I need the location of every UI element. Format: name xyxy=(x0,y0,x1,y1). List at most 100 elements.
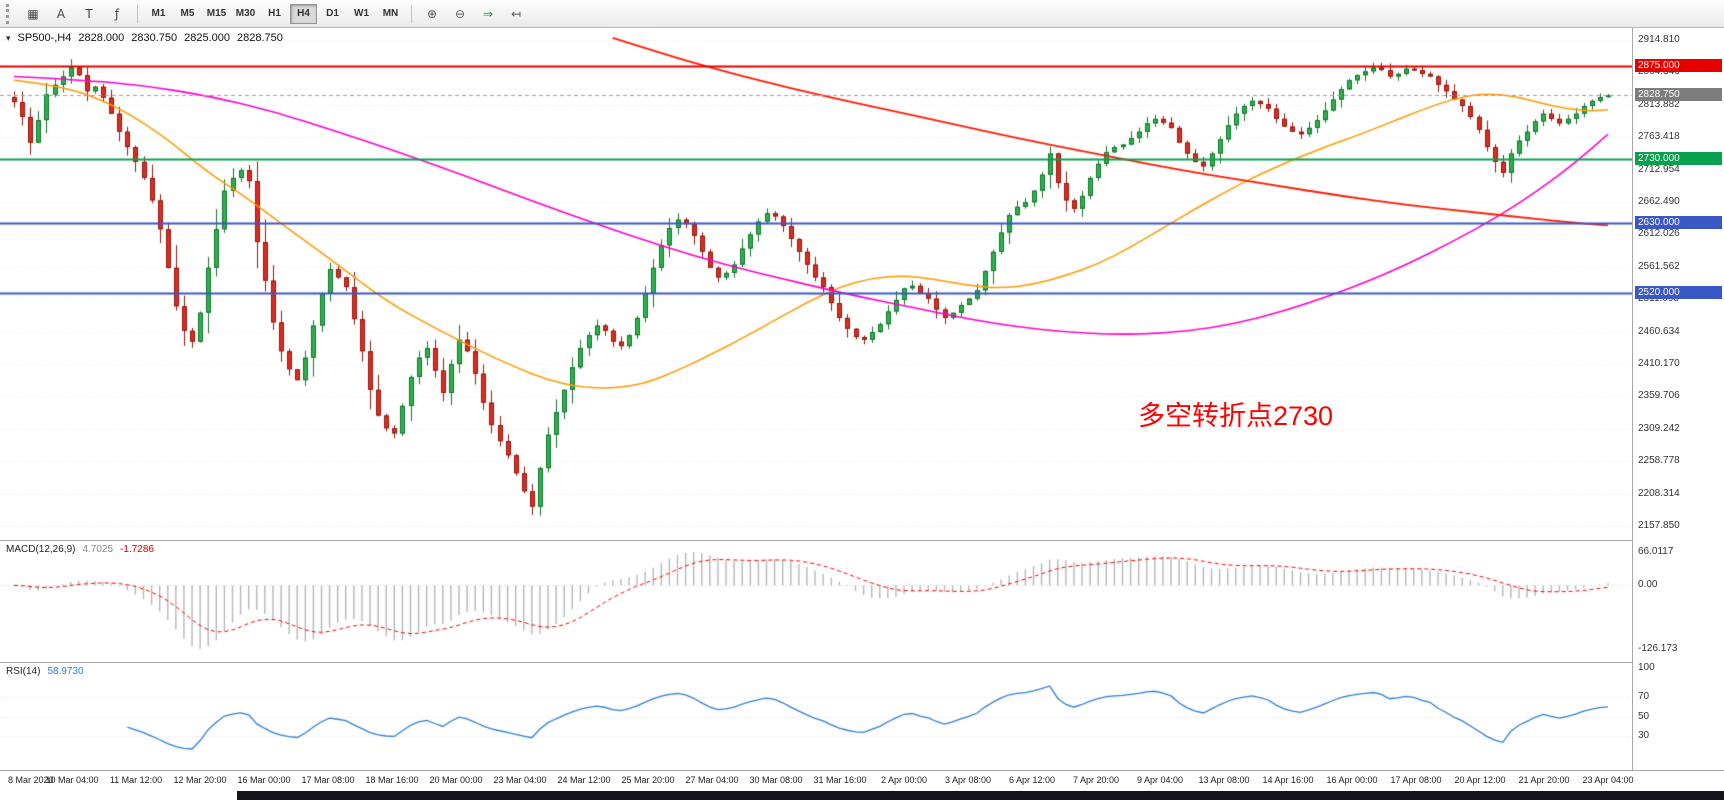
rsi-scale-label: 50 xyxy=(1638,711,1650,722)
rsi-indicator-label: RSI(14) 58.9730 xyxy=(6,666,84,677)
macd-indicator-label: MACD(12,26,9) 4.7025 -1.7286 xyxy=(6,544,154,555)
chart-tools-group: ⊕ ⊖ ⇒ ↤ xyxy=(418,3,530,25)
chart-window: ▾ SP500-,H4 2828.000 2830.750 2825.000 2… xyxy=(0,28,1724,800)
font-a-icon-button[interactable]: A xyxy=(48,3,74,25)
price-scale-label: 2410.170 xyxy=(1638,358,1680,369)
ohlc-close-value: 2828.750 xyxy=(237,32,283,44)
macd-canvas[interactable] xyxy=(0,541,1632,662)
price-scale-label: 2309.242 xyxy=(1638,423,1680,434)
chart-shift-icon-button[interactable]: ↤ xyxy=(503,3,529,25)
timeframe-button-M5[interactable]: M5 xyxy=(174,4,201,24)
zoom-out-icon: ⊖ xyxy=(454,6,466,21)
price-scale-label: 2712.954 xyxy=(1638,164,1680,175)
toolbar-drag-handle[interactable] xyxy=(6,3,13,24)
indicators-icon: ƒ xyxy=(114,6,120,21)
ohlc-low-value: 2825.000 xyxy=(184,32,231,44)
time-scale-label: 24 Mar 12:00 xyxy=(557,775,611,785)
time-scale-label: 13 Apr 08:00 xyxy=(1198,775,1250,785)
price-scale-label: 2813.882 xyxy=(1638,99,1680,110)
price-scale-label: 2460.634 xyxy=(1638,326,1680,337)
price-scale-label: 2763.418 xyxy=(1638,131,1680,142)
time-scale-label: 14 Apr 16:00 xyxy=(1262,775,1314,785)
price-axis[interactable]: 2914.8102864.3462813.8822763.4182712.954… xyxy=(1632,28,1724,770)
symbol-period-label: SP500-,H4 xyxy=(17,32,72,44)
time-scale-label: 21 Apr 20:00 xyxy=(1518,775,1570,785)
zoom-in-icon-button[interactable]: ⊕ xyxy=(419,3,445,25)
text-annotation[interactable]: 多空转折点2730 xyxy=(1138,401,1334,431)
timeframe-button-M30[interactable]: M30 xyxy=(232,4,259,24)
rsi-value: 58.9730 xyxy=(47,666,84,677)
chart-shift-icon: ↤ xyxy=(510,6,522,21)
time-scale-label: 23 Mar 04:00 xyxy=(493,775,547,785)
timeframe-button-MN[interactable]: MN xyxy=(377,4,404,24)
macd-main-value: 4.7025 xyxy=(82,544,114,555)
time-scale-label: 11 Mar 12:00 xyxy=(109,775,163,785)
time-scale-label: 23 Apr 04:00 xyxy=(1582,775,1634,785)
hline-price-badge: 2730.000 xyxy=(1635,152,1722,165)
time-scale-label: 31 Mar 16:00 xyxy=(813,775,867,785)
time-scale-label: 16 Apr 00:00 xyxy=(1326,775,1378,785)
time-scale-label: 20 Mar 00:00 xyxy=(429,775,483,785)
timeframe-button-W1[interactable]: W1 xyxy=(348,4,375,24)
hline-price-badge: 2630.000 xyxy=(1635,216,1722,229)
timeframe-button-H1[interactable]: H1 xyxy=(261,4,288,24)
price-scale-label: 2612.026 xyxy=(1638,228,1680,239)
price-scale-label: 2258.778 xyxy=(1638,455,1680,466)
zoom-in-icon: ⊕ xyxy=(426,6,438,21)
zoom-out-icon-button[interactable]: ⊖ xyxy=(447,3,473,25)
timeframe-button-D1[interactable]: D1 xyxy=(319,4,346,24)
main-price-canvas[interactable] xyxy=(0,28,1632,540)
rsi-canvas[interactable] xyxy=(0,663,1632,770)
time-scale-label: 18 Mar 16:00 xyxy=(365,775,419,785)
time-scale-label: 6 Apr 12:00 xyxy=(1008,775,1056,785)
rsi-scale-label: 100 xyxy=(1638,662,1655,673)
bottom-bar xyxy=(0,790,1724,800)
text-label-icon-button[interactable]: T xyxy=(76,3,102,25)
time-scale-label: 27 Mar 04:00 xyxy=(685,775,739,785)
panel-splitter-macd-rsi[interactable] xyxy=(0,662,1724,663)
chart-title: ▾ SP500-,H4 2828.000 2830.750 2825.000 2… xyxy=(6,32,283,44)
time-scale-label: 17 Apr 08:00 xyxy=(1390,775,1442,785)
macd-signal-value: -1.7286 xyxy=(120,544,154,555)
current-price-badge: 2828.750 xyxy=(1635,88,1722,101)
timeframe-toolbar: M1 M5 M15 M30 H1 H4 D1 W1 MN xyxy=(144,3,405,24)
time-axis[interactable]: 8 Mar 2020 10 Mar 04:00 11 Mar 12:00 12 Mar… xyxy=(0,771,1724,790)
time-scale-label: 9 Apr 04:00 xyxy=(1136,775,1184,785)
rsi-scale-label: 70 xyxy=(1638,691,1650,702)
ohlc-open-value: 2828.000 xyxy=(78,32,125,44)
time-axis-separator xyxy=(0,770,1724,771)
indicators-icon-button[interactable]: ƒ xyxy=(104,3,130,25)
macd-name: MACD(12,26,9) xyxy=(6,544,76,555)
timeframe-button-M1[interactable]: M1 xyxy=(145,4,172,24)
auto-scroll-icon: ⇒ xyxy=(482,6,494,21)
timeframe-button-H4[interactable]: H4 xyxy=(290,3,317,24)
price-scale-label: 2914.810 xyxy=(1638,34,1680,45)
time-scale-label: 8 Mar 2020 xyxy=(8,775,54,785)
price-scale-label: 2359.706 xyxy=(1638,390,1680,401)
timeframe-button-M15[interactable]: M15 xyxy=(203,4,230,24)
rsi-scale-label: 30 xyxy=(1638,730,1650,741)
hline-price-badge: 2875.000 xyxy=(1635,59,1722,72)
toolbar-separator xyxy=(411,4,412,23)
bottom-scrollbar[interactable] xyxy=(237,791,1724,800)
ohlc-high-value: 2830.750 xyxy=(131,32,178,44)
chart-list-icon: ▦ xyxy=(27,6,39,21)
price-scale-label: 2208.314 xyxy=(1638,488,1680,499)
chart-list-icon-button[interactable]: ▦ xyxy=(20,3,46,25)
symbol-dropdown-icon[interactable]: ▾ xyxy=(6,32,11,43)
macd-scale-label: 0.00 xyxy=(1638,579,1658,590)
panel-splitter-main-macd[interactable] xyxy=(0,540,1724,541)
time-scale-label: 25 Mar 20:00 xyxy=(621,775,675,785)
time-scale-label: 20 Apr 12:00 xyxy=(1454,775,1506,785)
auto-scroll-icon-button[interactable]: ⇒ xyxy=(475,3,501,25)
price-scale-label: 2561.562 xyxy=(1638,261,1680,272)
time-scale-label: 10 Mar 04:00 xyxy=(45,775,99,785)
price-scale-label: 2662.490 xyxy=(1638,196,1680,207)
time-scale-label: 2 Apr 00:00 xyxy=(880,775,928,785)
toolbar-separator xyxy=(137,4,138,23)
font-a-icon: A xyxy=(56,6,66,21)
text-label-icon: T xyxy=(85,6,93,21)
time-scale-label: 16 Mar 00:00 xyxy=(237,775,291,785)
